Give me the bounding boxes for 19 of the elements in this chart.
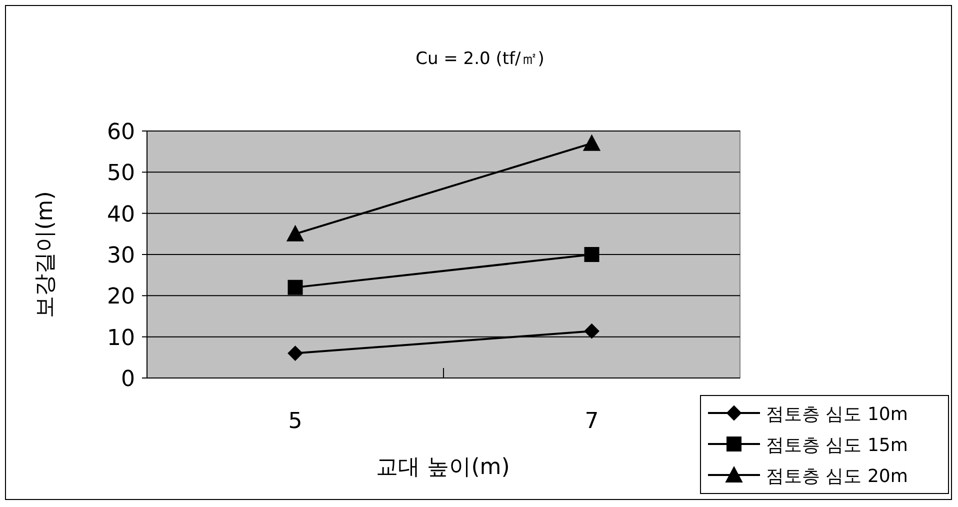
y-tick-label: 20 (107, 284, 135, 310)
y-tick-label: 60 (107, 120, 135, 145)
point (584, 247, 600, 262)
point (288, 346, 303, 361)
y-tick-label: 10 (107, 326, 135, 351)
y-tick-label: 30 (107, 244, 135, 268)
x-axis-title: 교대 높이(m) (376, 455, 510, 480)
point (584, 324, 600, 339)
y-tick-label: 50 (107, 161, 135, 186)
y-tick-label: 0 (121, 367, 135, 392)
legend-label: 점토층 심도 20m (766, 466, 908, 487)
y-axis-title: 보강길이(m) (33, 191, 58, 318)
point (288, 280, 303, 295)
legend-label: 점토층 심도 10m (766, 404, 908, 425)
x-tick-label: 7 (584, 409, 599, 434)
legend-label: 점토층 심도 15m (766, 435, 908, 456)
chart-title: Cu = 2.0 (tf/㎡) (416, 49, 544, 69)
x-tick-label: 5 (288, 409, 302, 434)
y-tick-label: 40 (107, 202, 135, 228)
